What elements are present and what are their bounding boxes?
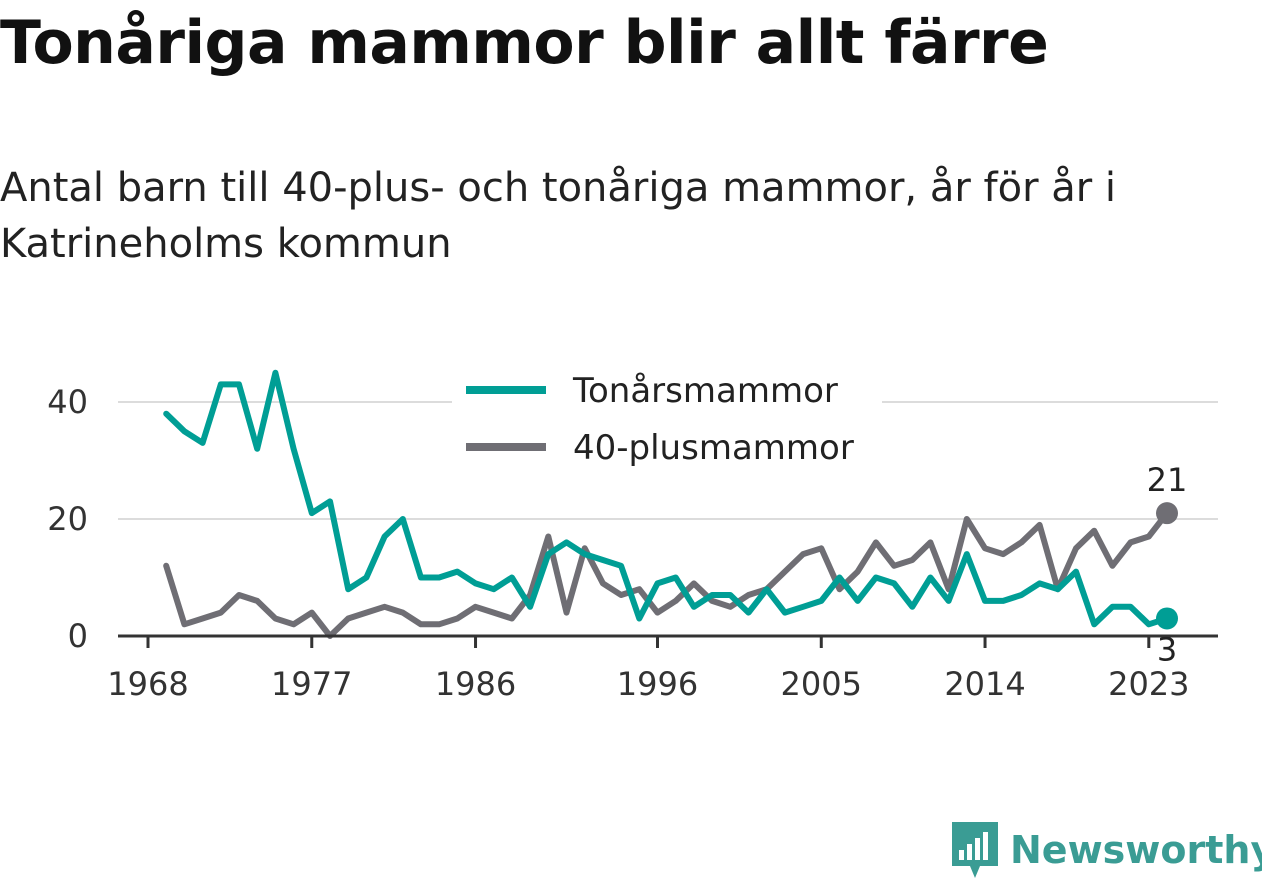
y-tick-label: 20 [47, 500, 88, 538]
y-tick-label: 0 [68, 617, 88, 655]
x-tick-label: 1977 [271, 665, 352, 703]
x-tick-label: 1986 [435, 665, 516, 703]
x-tick-labels: 1968 1977 1986 1996 2005 2014 2023 [107, 665, 1189, 703]
x-tick-label: 2014 [944, 665, 1025, 703]
end-point-marker [1156, 502, 1178, 525]
y-tick-label: 40 [47, 383, 88, 421]
series-line-40-plusmammor [163, 510, 1170, 639]
x-tick-label: 1968 [107, 665, 188, 703]
legend-label: 40-plusmammor [573, 428, 854, 468]
x-tick-label: 1996 [617, 665, 698, 703]
legend: Tonårsmammor 40-plusmammor [452, 360, 882, 490]
chart-subtitle: Antal barn till 40-plus- och tonåriga ma… [0, 165, 1117, 267]
end-labels: 3 21 [1147, 461, 1188, 668]
end-value-label: 3 [1157, 630, 1177, 668]
brand-name: Newsworthy [1010, 828, 1262, 872]
newsworthy-logo-icon [952, 822, 998, 878]
legend-label: Tonårsmammor [572, 371, 838, 411]
x-tick-label: 2005 [781, 665, 862, 703]
y-axis: 0 20 40 [47, 383, 88, 655]
brand-logo: Newsworthy [950, 820, 1262, 880]
end-point-marker [1156, 607, 1178, 630]
x-axis [118, 634, 1218, 648]
chart-title: Tonåriga mammor blir allt färre [0, 8, 1049, 78]
legend-background [452, 360, 882, 490]
end-value-label: 21 [1147, 461, 1188, 499]
series-line-Tonårsmammor [163, 369, 1170, 628]
series-lines [163, 369, 1170, 639]
x-tick-label: 2023 [1108, 665, 1189, 703]
